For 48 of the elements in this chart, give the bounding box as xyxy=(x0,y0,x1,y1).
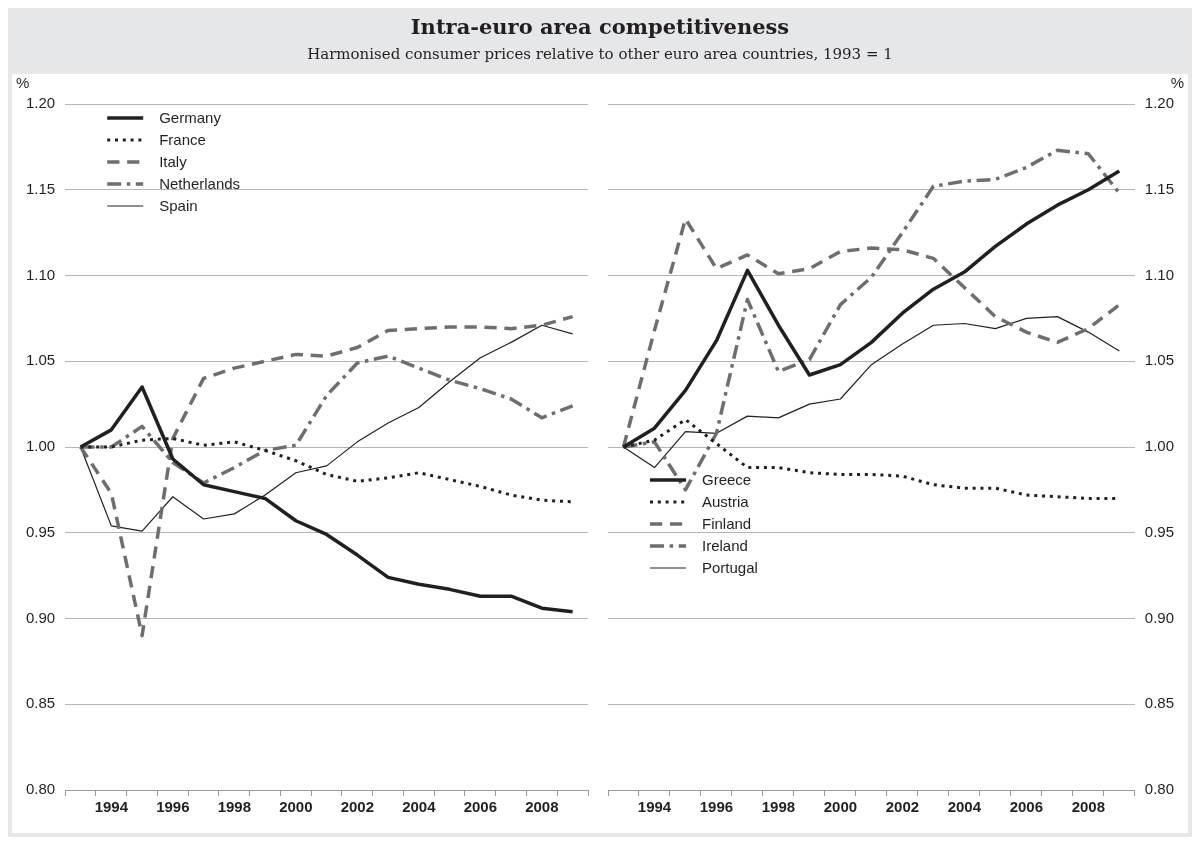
x-tick-label: 2006 xyxy=(1009,798,1044,816)
y-tick-label: 1.05 xyxy=(25,351,56,369)
legend-label: Italy xyxy=(159,153,188,171)
y2-tick-label: 0.90 xyxy=(1144,608,1175,626)
y2-tick-label: 1.15 xyxy=(1144,179,1175,197)
y-tick-label: 0.80 xyxy=(25,780,56,798)
x-tick-label: 2008 xyxy=(1071,798,1106,816)
y2-tick-label: 0.95 xyxy=(1144,522,1175,540)
x-tick-label: 2002 xyxy=(340,798,375,816)
legend-label: Greece xyxy=(702,471,752,489)
x-tick-label: 2000 xyxy=(823,798,858,816)
legend-label: France xyxy=(159,131,206,149)
x-tick-label: 1996 xyxy=(699,798,734,816)
y-axis-title: % xyxy=(16,73,30,91)
x-tick-label: 1996 xyxy=(156,798,190,816)
y-tick-label: 0.85 xyxy=(25,694,56,712)
y-tick-label: 1.15 xyxy=(25,179,56,197)
x-tick-label: 1998 xyxy=(217,798,252,816)
chart-subtitle: Harmonised consumer prices relative to other euro area countries, 1993 = 1 xyxy=(306,45,894,63)
y2-tick-label: 1.20 xyxy=(1144,94,1175,112)
chart-title: Intra-euro area competitiveness xyxy=(409,14,791,39)
y2-axis-title: % xyxy=(1170,73,1184,91)
legend-label: Finland xyxy=(702,515,752,533)
legend-label: Germany xyxy=(159,109,222,127)
legend-label: Portugal xyxy=(702,559,758,577)
y2-tick-label: 1.10 xyxy=(1144,265,1175,283)
y2-tick-label: 0.85 xyxy=(1144,694,1175,712)
y-tick-label: 1.10 xyxy=(25,265,56,283)
x-tick-label: 2004 xyxy=(402,798,437,816)
y-tick-label: 1.00 xyxy=(25,437,56,455)
x-tick-label: 2008 xyxy=(525,798,559,816)
legend-label: Austria xyxy=(702,493,750,511)
x-tick-label: 1994 xyxy=(637,798,672,816)
x-tick-label: 2004 xyxy=(947,798,982,816)
y-tick-label: 0.95 xyxy=(25,522,56,540)
y2-tick-label: 0.80 xyxy=(1144,780,1175,798)
legend-label: Netherlands xyxy=(159,175,241,193)
x-tick-label: 2000 xyxy=(279,798,313,816)
x-tick-label: 1998 xyxy=(761,798,796,816)
legend-label: Spain xyxy=(159,197,198,215)
x-tick-label: 2002 xyxy=(885,798,920,816)
legend-label: Ireland xyxy=(702,537,748,555)
y2-tick-label: 1.00 xyxy=(1144,437,1175,455)
y-tick-label: 1.20 xyxy=(25,94,56,112)
y-tick-label: 0.90 xyxy=(25,608,56,626)
y2-tick-label: 1.05 xyxy=(1144,351,1175,369)
x-tick-label: 2006 xyxy=(463,798,498,816)
x-tick-label: 1994 xyxy=(94,798,129,816)
